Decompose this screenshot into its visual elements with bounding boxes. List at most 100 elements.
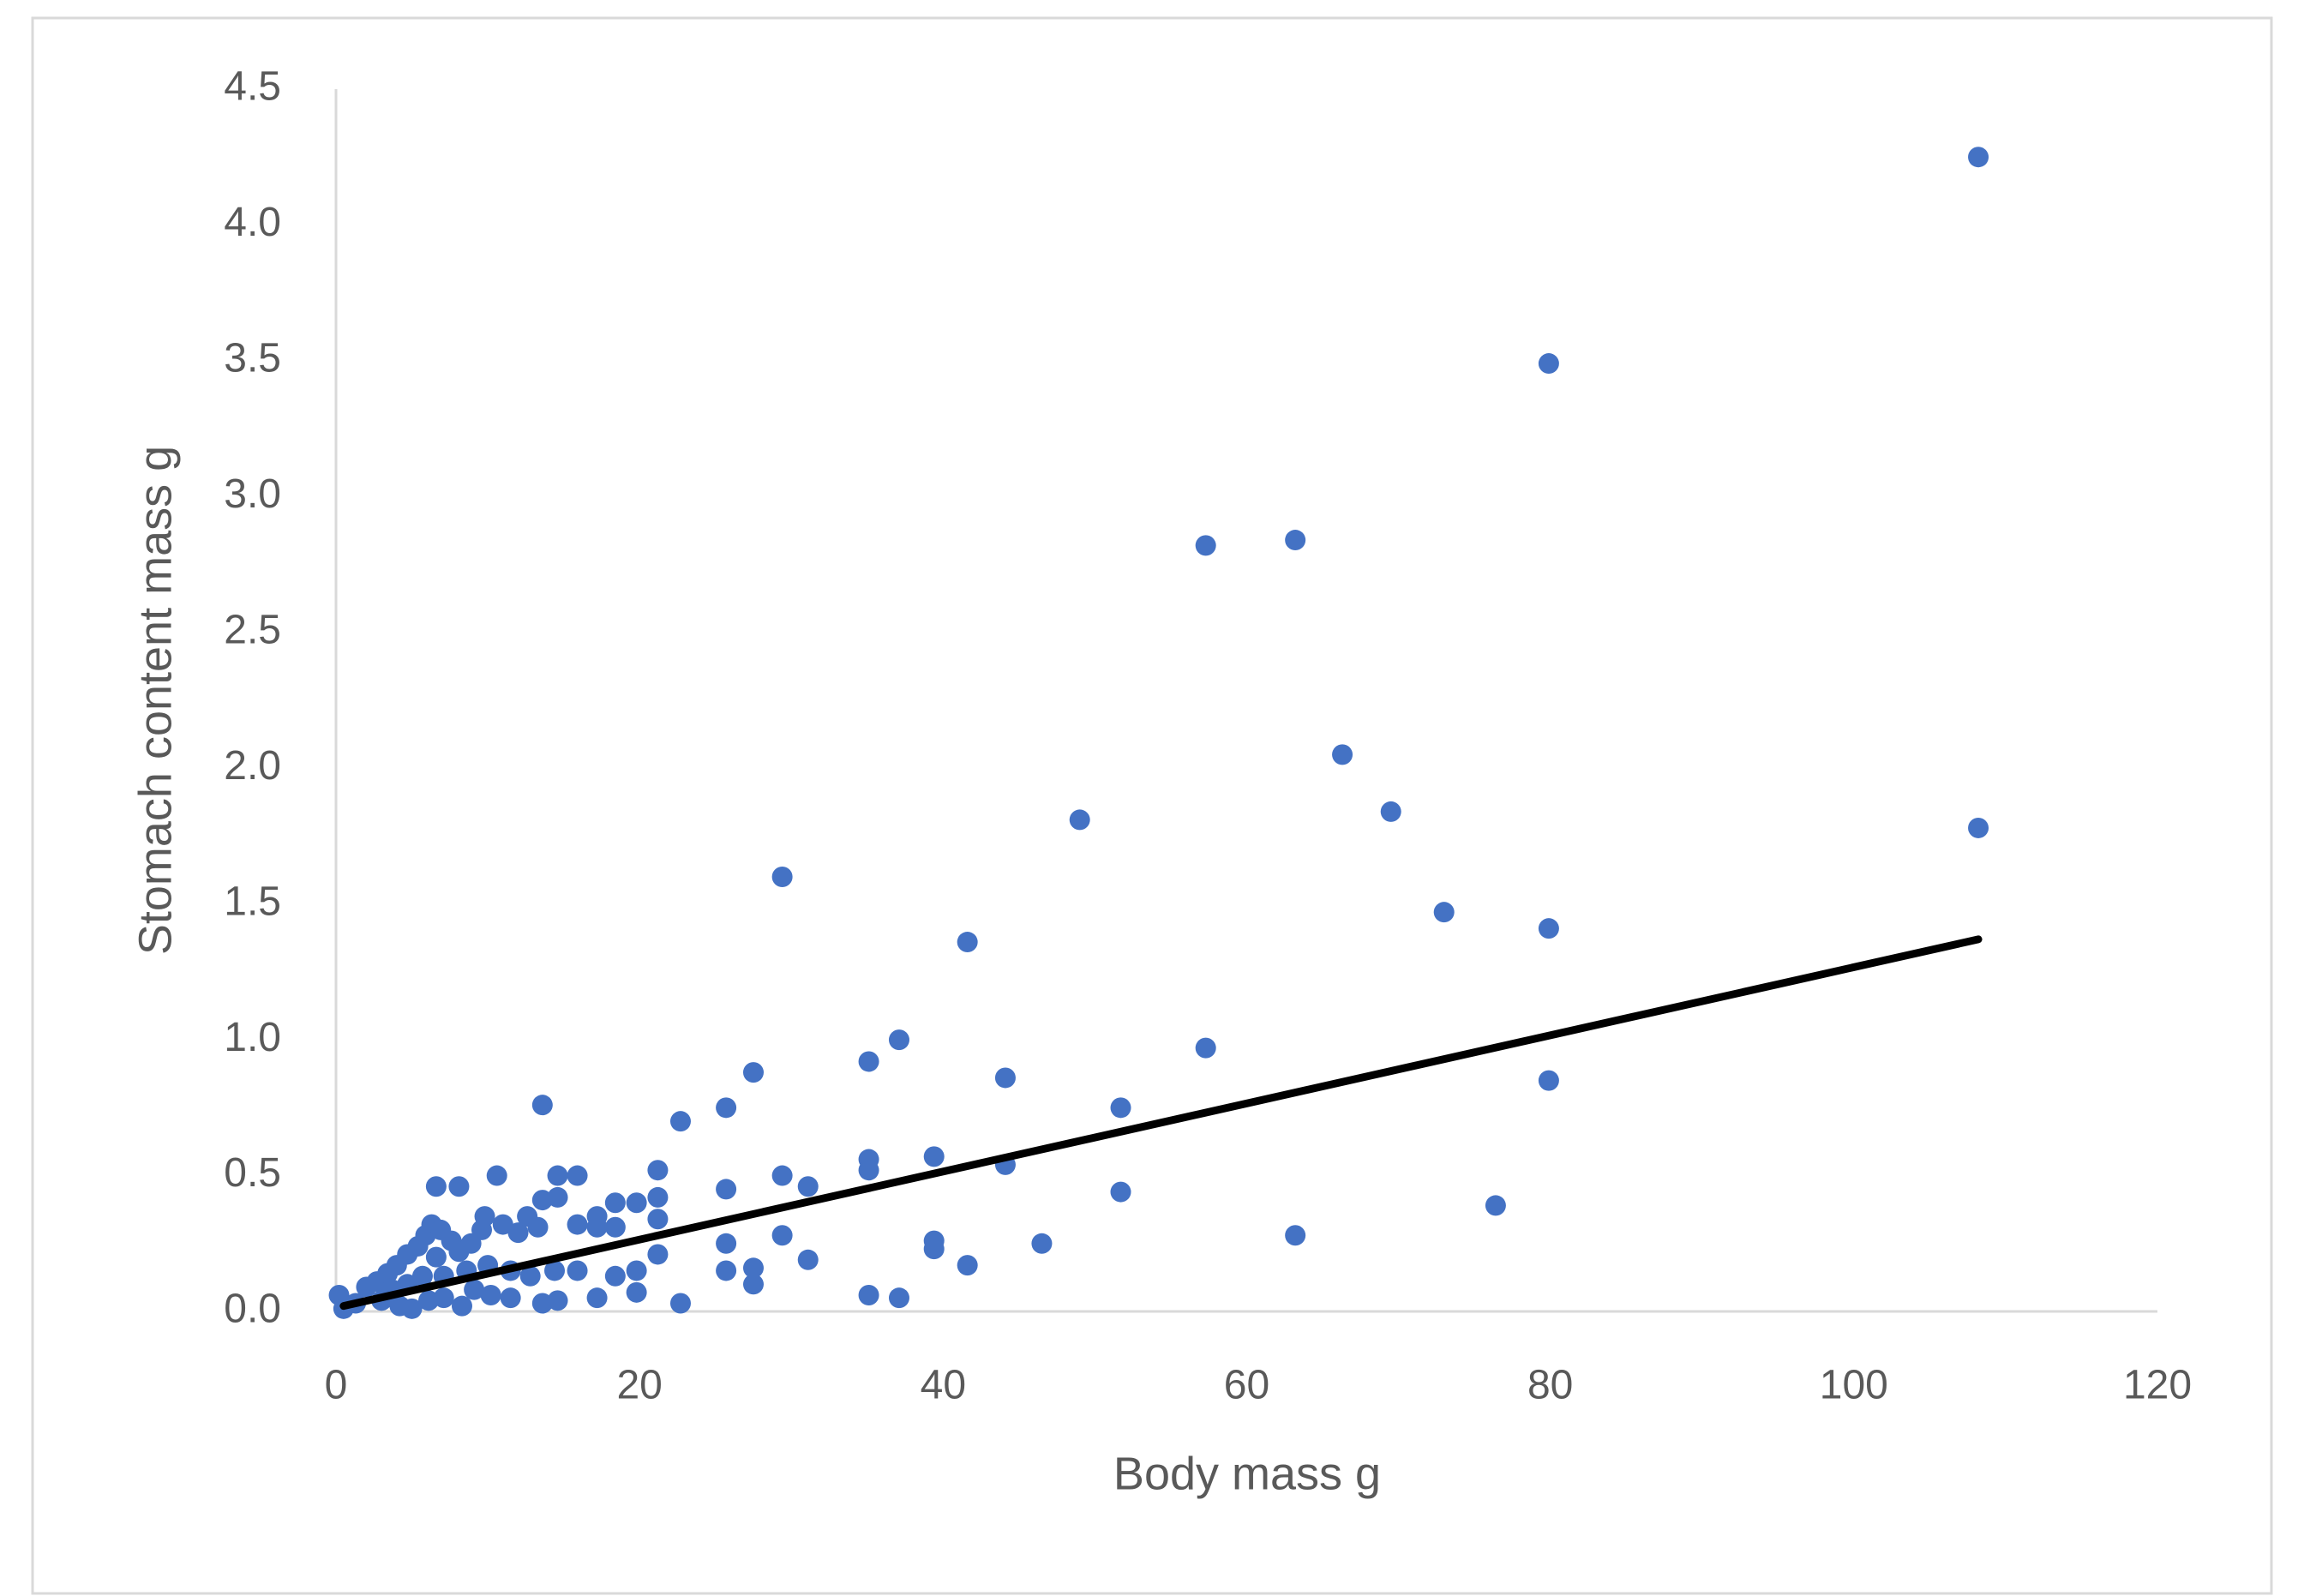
y-tick-label: 1.0 bbox=[224, 1015, 281, 1060]
scatter-point bbox=[647, 1186, 669, 1208]
scatter-point bbox=[1968, 147, 1989, 168]
scatter-point bbox=[486, 1165, 507, 1186]
scatter-point bbox=[425, 1176, 447, 1197]
scatter-point bbox=[626, 1281, 647, 1303]
scatter-point bbox=[1380, 801, 1401, 822]
scatter-point bbox=[507, 1222, 529, 1244]
scatter-point bbox=[923, 1239, 945, 1260]
x-tick-label: 80 bbox=[1527, 1363, 1573, 1408]
scatter-point bbox=[888, 1029, 909, 1051]
scatter-point bbox=[957, 1255, 978, 1276]
scatter-point bbox=[586, 1287, 608, 1309]
scatter-point bbox=[531, 1293, 553, 1314]
y-tick-label: 0.0 bbox=[224, 1287, 281, 1332]
scatter-point bbox=[742, 1274, 764, 1295]
y-axis-title: Stomach content mass g bbox=[129, 446, 181, 955]
scatter-point bbox=[547, 1186, 568, 1208]
scatter-point bbox=[519, 1265, 541, 1287]
y-tick-label: 4.0 bbox=[224, 200, 281, 245]
x-tick-label: 60 bbox=[1224, 1363, 1269, 1408]
scatter-point bbox=[411, 1265, 433, 1287]
scatter-point bbox=[858, 1284, 879, 1305]
scatter-point bbox=[1332, 744, 1353, 765]
scatter-point bbox=[418, 1290, 440, 1311]
scatter-point bbox=[474, 1206, 495, 1227]
scatter-point bbox=[1110, 1181, 1131, 1203]
scatter-point bbox=[1031, 1233, 1053, 1254]
y-tick-label: 3.5 bbox=[224, 336, 281, 381]
scatter-point bbox=[464, 1279, 485, 1300]
scatter-point bbox=[604, 1192, 626, 1214]
y-tick-label: 0.5 bbox=[224, 1150, 281, 1196]
scatter-point bbox=[797, 1176, 819, 1197]
scatter-point bbox=[994, 1067, 1016, 1089]
scatter-point bbox=[923, 1146, 945, 1167]
y-tick-label: 2.0 bbox=[224, 743, 281, 789]
scatter-point bbox=[1285, 530, 1306, 551]
scatter-point bbox=[626, 1192, 647, 1214]
scatter-point bbox=[1110, 1097, 1131, 1119]
scatter-point bbox=[547, 1165, 568, 1186]
scatter-point bbox=[858, 1160, 879, 1181]
scatter-point bbox=[425, 1246, 447, 1268]
scatter-point bbox=[433, 1287, 454, 1309]
scatter-point bbox=[716, 1097, 737, 1119]
scatter-point bbox=[669, 1111, 691, 1132]
x-axis-title: Body mass g bbox=[1113, 1448, 1381, 1499]
scatter-point bbox=[1538, 918, 1559, 939]
y-tick-label: 2.5 bbox=[224, 607, 281, 652]
scatter-point bbox=[1538, 353, 1559, 375]
scatter-point bbox=[604, 1216, 626, 1238]
scatter-point bbox=[451, 1295, 472, 1317]
y-tick-label: 1.5 bbox=[224, 879, 281, 924]
scatter-point bbox=[957, 932, 978, 953]
scatter-point bbox=[544, 1260, 565, 1281]
scatter-point bbox=[771, 866, 793, 887]
scatter-point bbox=[1485, 1195, 1506, 1216]
scatter-point bbox=[1538, 1070, 1559, 1091]
scatter-point bbox=[771, 1225, 793, 1246]
x-tick-label: 20 bbox=[616, 1363, 662, 1408]
scatter-point bbox=[531, 1095, 553, 1116]
scatter-point bbox=[527, 1216, 549, 1238]
scatter-point bbox=[586, 1216, 608, 1238]
scatter-point bbox=[716, 1260, 737, 1281]
scatter-point bbox=[401, 1298, 423, 1319]
x-tick-label: 100 bbox=[1820, 1363, 1888, 1408]
scatter-point bbox=[500, 1287, 521, 1309]
chart-frame bbox=[31, 16, 2273, 1595]
scatter-point bbox=[742, 1062, 764, 1083]
y-tick-label: 4.5 bbox=[224, 64, 281, 110]
scatter-point bbox=[716, 1233, 737, 1254]
scatter-point bbox=[480, 1284, 501, 1305]
scatter-point bbox=[1069, 809, 1090, 831]
scatter-point bbox=[604, 1265, 626, 1287]
scatter-point bbox=[797, 1249, 819, 1270]
scatter-point bbox=[647, 1244, 669, 1265]
x-tick-label: 120 bbox=[2123, 1363, 2192, 1408]
scatter-point bbox=[647, 1160, 669, 1181]
scatter-point bbox=[567, 1260, 588, 1281]
scatter-point bbox=[716, 1179, 737, 1200]
scatter-point bbox=[626, 1260, 647, 1281]
scatter-point bbox=[1285, 1225, 1306, 1246]
scatter-point bbox=[771, 1165, 793, 1186]
y-tick-label: 3.0 bbox=[224, 471, 281, 517]
scatter-point bbox=[567, 1165, 588, 1186]
x-tick-label: 0 bbox=[325, 1363, 348, 1408]
scatter-point bbox=[492, 1214, 513, 1235]
scatter-point bbox=[1195, 1037, 1216, 1059]
x-tick-label: 40 bbox=[921, 1363, 966, 1408]
scatter-point bbox=[448, 1176, 470, 1197]
scatter-point bbox=[1433, 902, 1455, 923]
scatter-point bbox=[669, 1293, 691, 1314]
scatter-point bbox=[858, 1051, 879, 1072]
scatter-point bbox=[531, 1190, 553, 1211]
scatter-point bbox=[647, 1209, 669, 1230]
scatter-point bbox=[1195, 535, 1216, 556]
trendline bbox=[339, 935, 1983, 1311]
scatter-point bbox=[742, 1257, 764, 1279]
scatter-point bbox=[1968, 817, 1989, 838]
